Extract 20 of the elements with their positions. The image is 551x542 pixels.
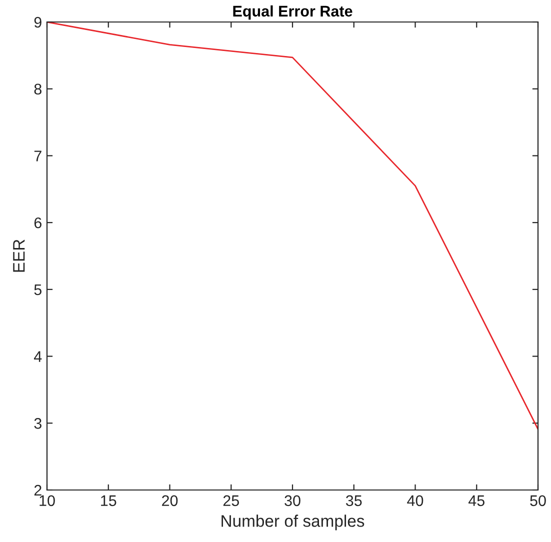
x-tick-label: 35	[346, 495, 362, 506]
x-tick-label: 45	[468, 495, 484, 506]
x-axis-title: Number of samples	[222, 514, 364, 530]
x-tick-label: 30	[284, 495, 300, 506]
y-tick-label: 9	[34, 16, 42, 28]
chart-title: Equal Error Rate	[233, 5, 352, 20]
y-tick-label: 5	[34, 284, 42, 296]
x-tick-label: 15	[101, 495, 116, 506]
y-tick-label: 7	[34, 150, 42, 162]
y-tick-label: 8	[34, 84, 42, 95]
y-tick-label: 4	[34, 351, 42, 362]
y-axis-title: EER	[13, 240, 25, 272]
y-tick-label: 2	[34, 484, 42, 496]
x-tick-label: 40	[407, 495, 424, 506]
x-tick-label: 50	[530, 495, 546, 506]
x-tick-label: 20	[162, 495, 178, 506]
x-tick-label: 10	[40, 495, 55, 506]
x-tick-label: 25	[223, 495, 239, 506]
y-tick-label: 6	[34, 217, 42, 228]
y-tick-label: 3	[34, 418, 42, 429]
